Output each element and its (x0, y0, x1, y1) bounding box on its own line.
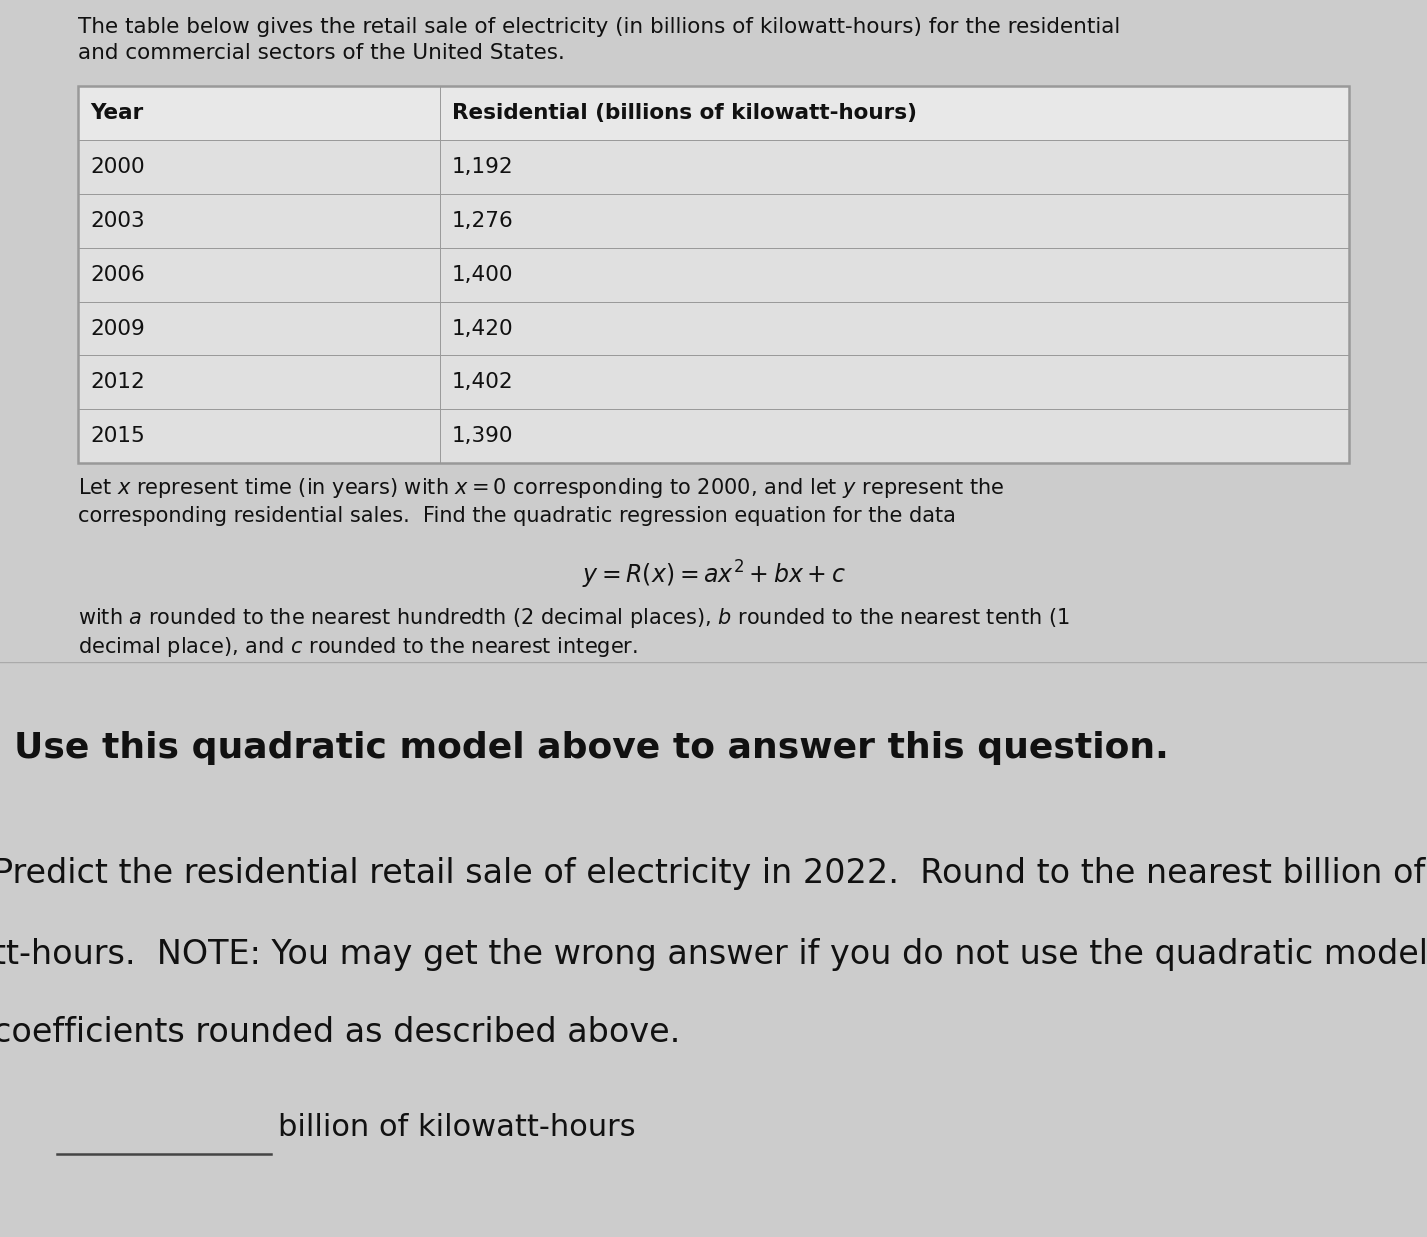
Text: and commercial sectors of the United States.: and commercial sectors of the United Sta… (78, 43, 565, 63)
Text: 1,420: 1,420 (452, 319, 514, 339)
Text: 2012: 2012 (90, 372, 144, 392)
Text: 1,402: 1,402 (452, 372, 514, 392)
Text: 2015: 2015 (90, 427, 144, 447)
Text: billion of kilowatt-hours: billion of kilowatt-hours (278, 1113, 636, 1142)
Bar (78, 87, 1349, 140)
Text: tt-hours.  NOTE: You may get the wrong answer if you do not use the quadratic mo: tt-hours. NOTE: You may get the wrong an… (0, 938, 1427, 971)
Text: 2006: 2006 (90, 265, 144, 285)
Bar (78, 409, 1349, 464)
Text: Residential (billions of kilowatt-hours): Residential (billions of kilowatt-hours) (452, 103, 918, 122)
Text: Use this quadratic model above to answer this question.: Use this quadratic model above to answer… (14, 731, 1169, 764)
Text: coefficients rounded as described above.: coefficients rounded as described above. (0, 1016, 681, 1049)
Bar (78, 87, 1349, 464)
Text: $y = R(x) = ax^2 + bx + c$: $y = R(x) = ax^2 + bx + c$ (582, 559, 845, 591)
Text: Let $x$ represent time (in years) with $x = 0$ corresponding to 2000, and let $y: Let $x$ represent time (in years) with $… (78, 476, 1005, 501)
Bar (78, 194, 1349, 247)
Text: 2003: 2003 (90, 210, 144, 231)
Text: with $a$ rounded to the nearest hundredth (2 decimal places), $b$ rounded to the: with $a$ rounded to the nearest hundredt… (78, 606, 1070, 630)
Text: 1,400: 1,400 (452, 265, 514, 285)
Bar (78, 355, 1349, 409)
Text: 2009: 2009 (90, 319, 144, 339)
Bar (78, 302, 1349, 355)
Bar (78, 140, 1349, 194)
Text: 1,192: 1,192 (452, 157, 514, 177)
Text: The table below gives the retail sale of electricity (in billions of kilowatt-ho: The table below gives the retail sale of… (78, 16, 1120, 37)
Bar (78, 247, 1349, 302)
Text: 1,390: 1,390 (452, 427, 514, 447)
Text: decimal place), and $c$ rounded to the nearest integer.: decimal place), and $c$ rounded to the n… (78, 636, 638, 659)
Text: 2000: 2000 (90, 157, 144, 177)
Text: Predict the residential retail sale of electricity in 2022.  Round to the neares: Predict the residential retail sale of e… (0, 857, 1427, 891)
Text: corresponding residential sales.  Find the quadratic regression equation for the: corresponding residential sales. Find th… (78, 506, 956, 526)
Text: 1,276: 1,276 (452, 210, 514, 231)
Text: Year: Year (90, 103, 143, 122)
